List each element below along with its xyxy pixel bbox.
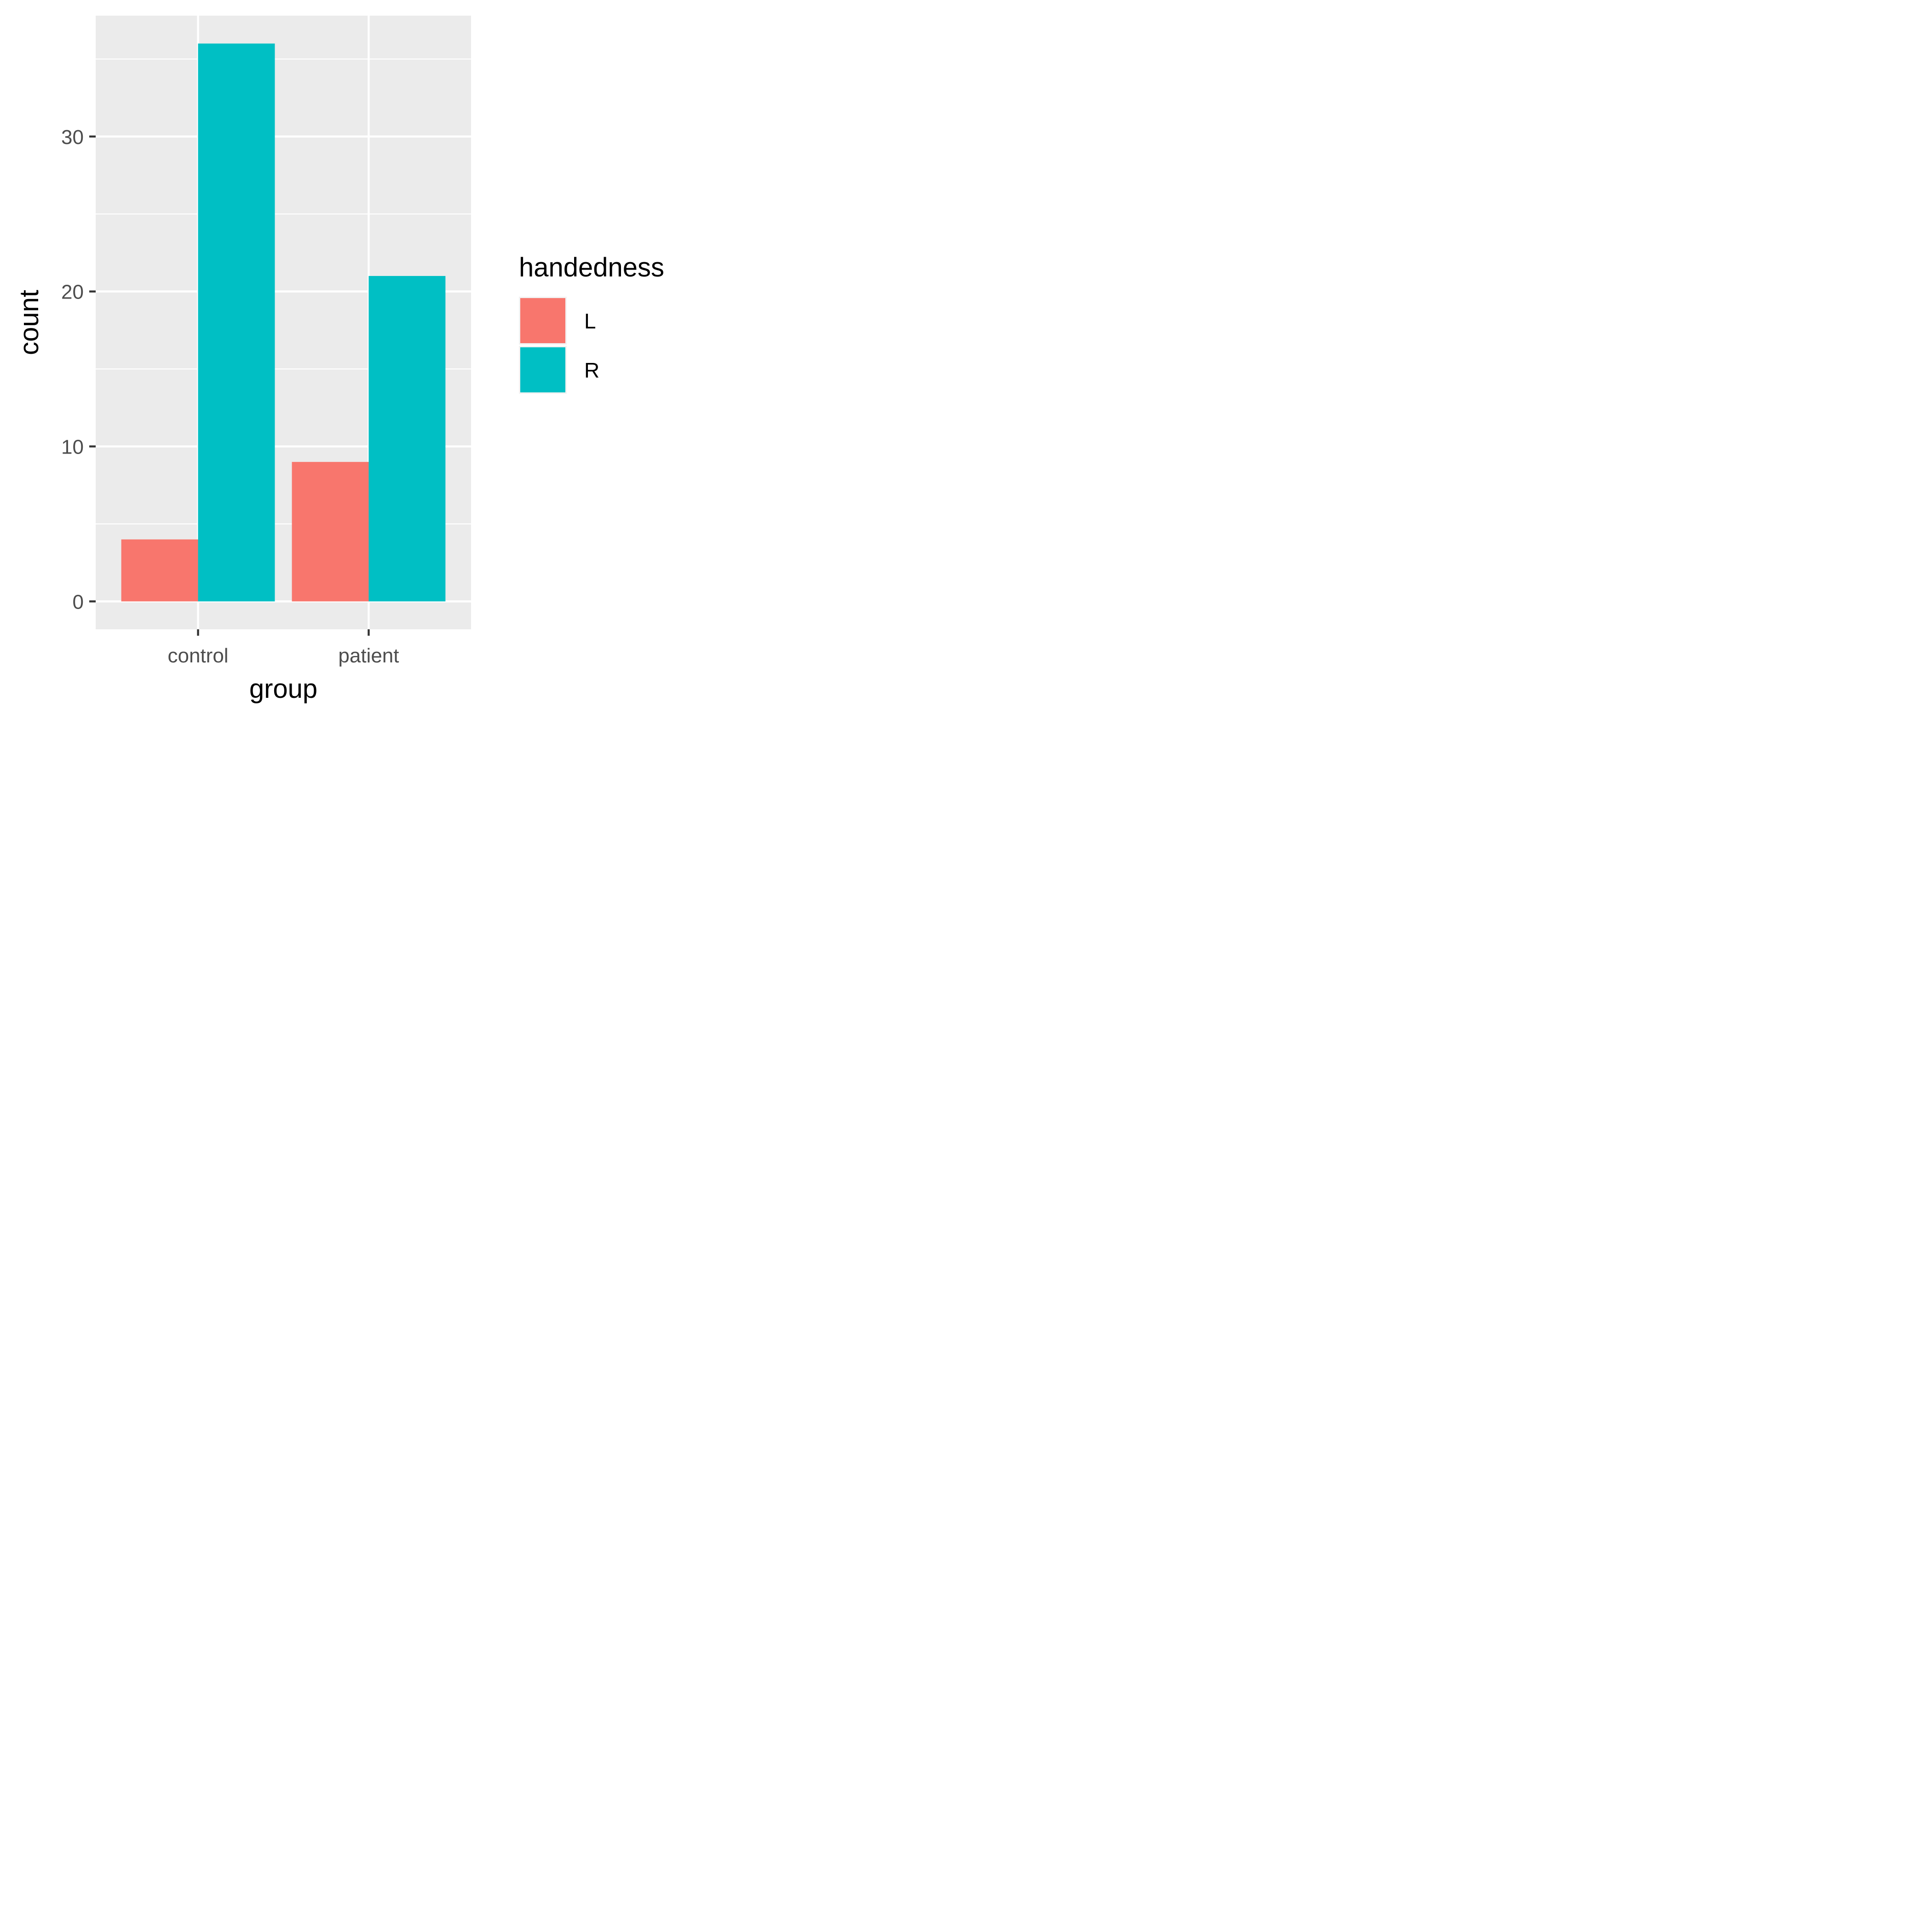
- y-tick-label: 20: [61, 281, 84, 304]
- x-tick-label: control: [168, 644, 229, 667]
- bar-patient-L: [292, 462, 369, 602]
- x-axis: control patient: [168, 629, 399, 667]
- legend-title: handedness: [519, 253, 664, 282]
- chart: 0 10 20 30 control patient group count hande…: [14, 16, 664, 704]
- x-axis-title: group: [249, 674, 317, 704]
- legend: handedness L R: [519, 253, 664, 394]
- y-tick-label: 30: [61, 126, 84, 149]
- y-tick-label: 0: [73, 591, 84, 613]
- legend-key-R: [520, 347, 565, 392]
- bars: [121, 43, 446, 602]
- legend-label-R: R: [584, 358, 599, 382]
- bar-control-L: [121, 539, 198, 602]
- y-axis-title: count: [14, 290, 44, 355]
- x-tick-label: patient: [338, 644, 399, 667]
- legend-label-L: L: [584, 309, 596, 333]
- legend-key-L: [520, 298, 565, 343]
- bar-control-R: [198, 43, 275, 602]
- y-tick-label: 10: [61, 436, 84, 458]
- bar-patient-R: [368, 276, 446, 602]
- y-axis: 0 10 20 30: [61, 126, 96, 613]
